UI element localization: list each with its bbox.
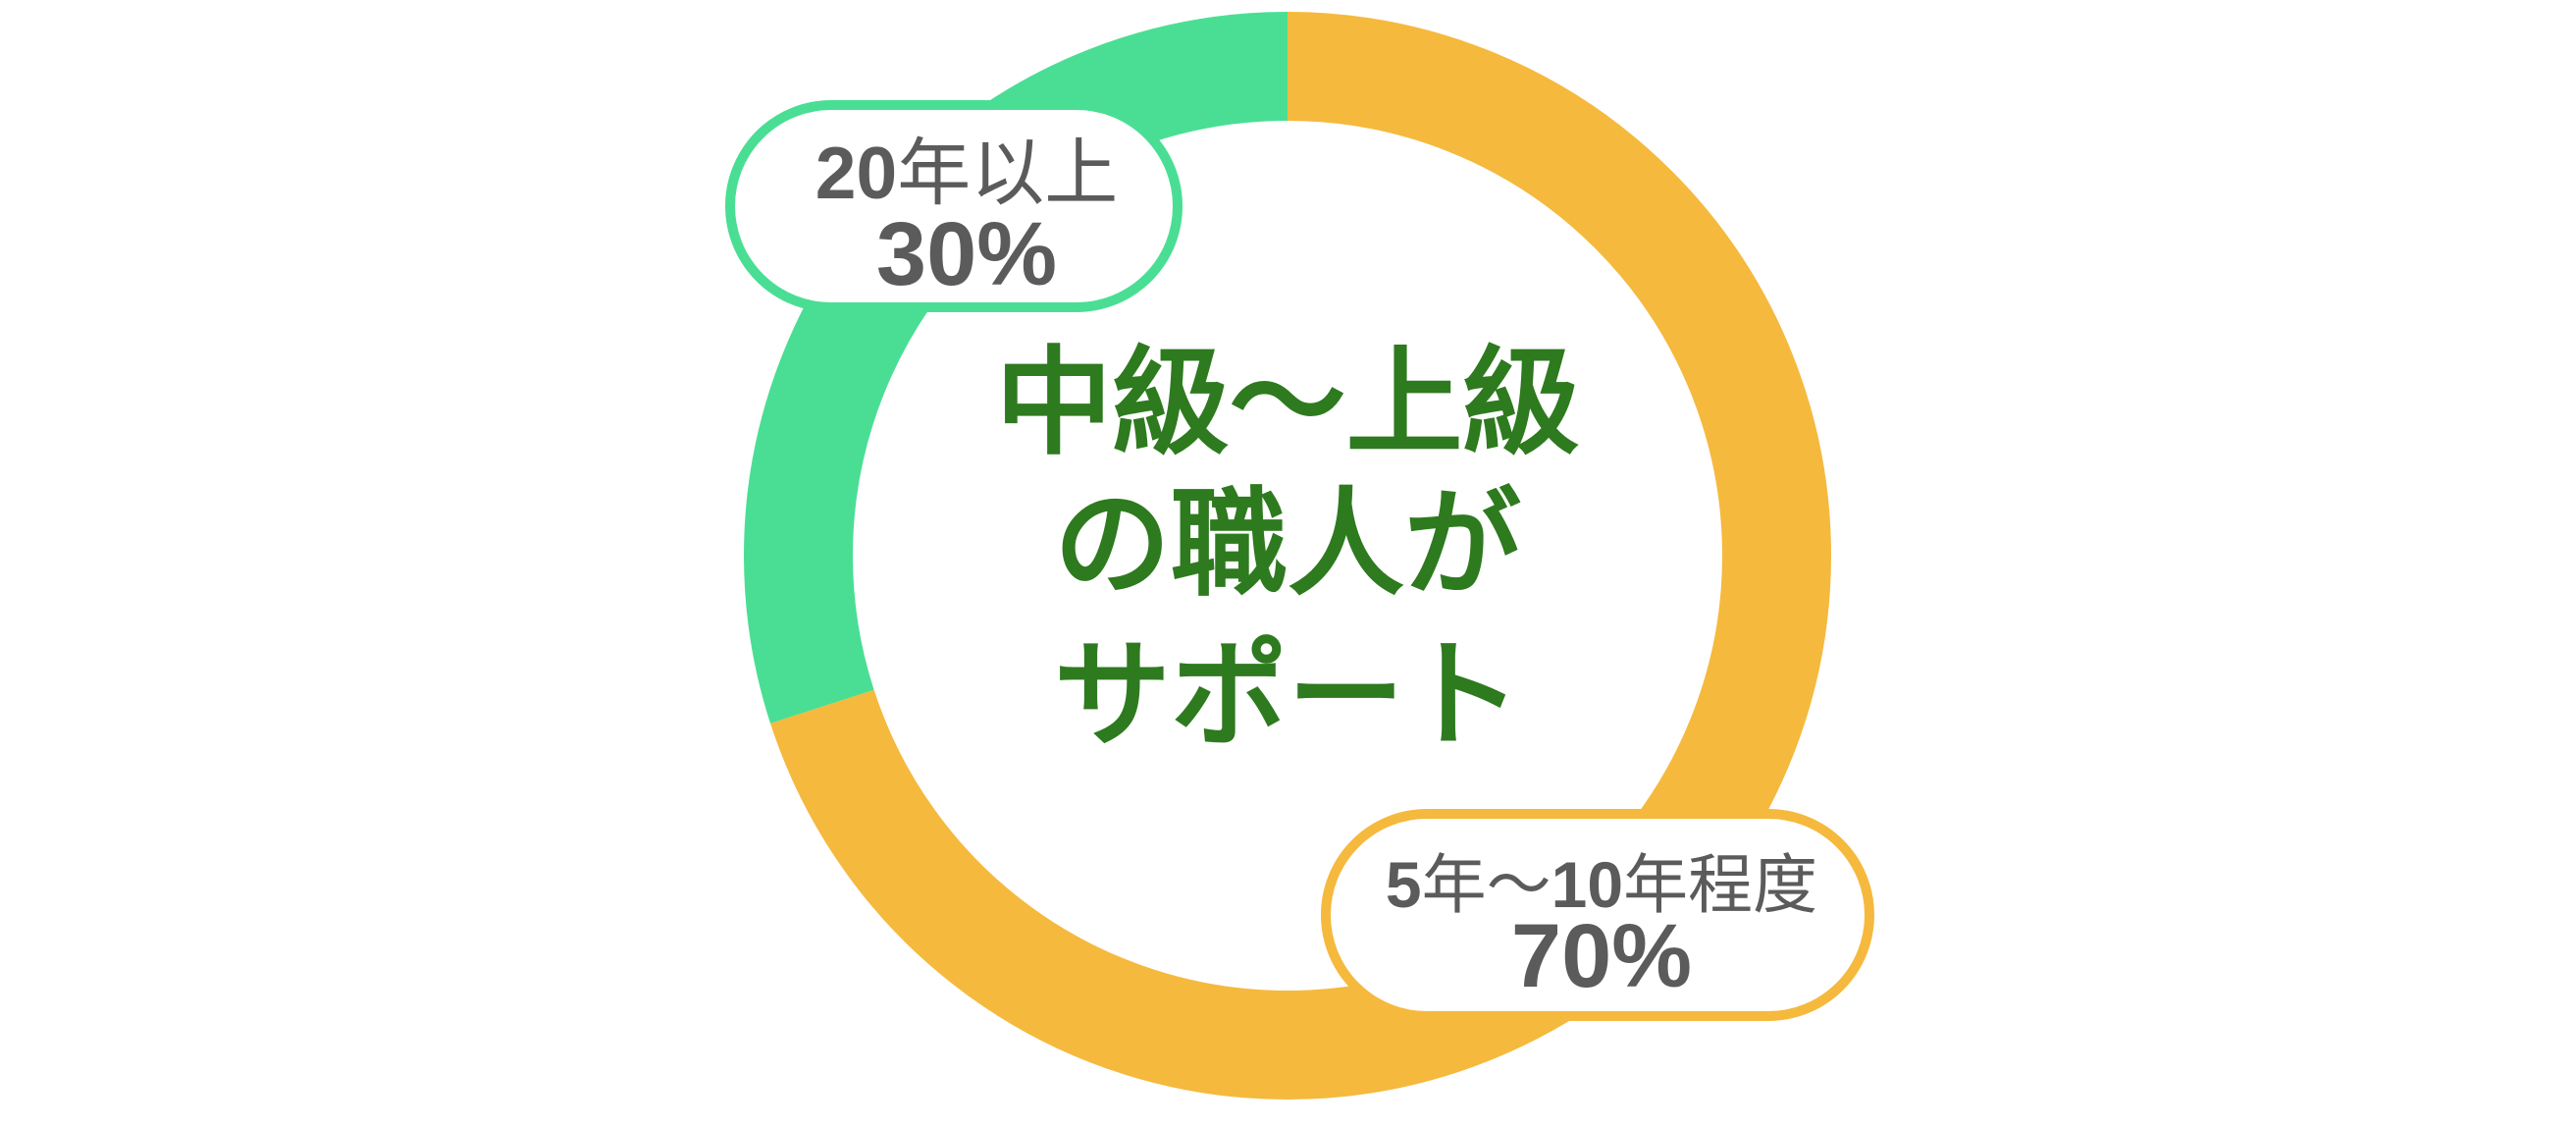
svg-text:中級〜上級: 中級〜上級: [996, 338, 1580, 468]
svg-text:30%: 30%: [876, 204, 1057, 304]
svg-text:サポート: サポート: [1054, 630, 1521, 761]
svg-text:20年以上: 20年以上: [815, 132, 1118, 214]
svg-text:の職人が: の職人が: [1054, 479, 1521, 610]
svg-text:70%: 70%: [1511, 906, 1692, 1006]
